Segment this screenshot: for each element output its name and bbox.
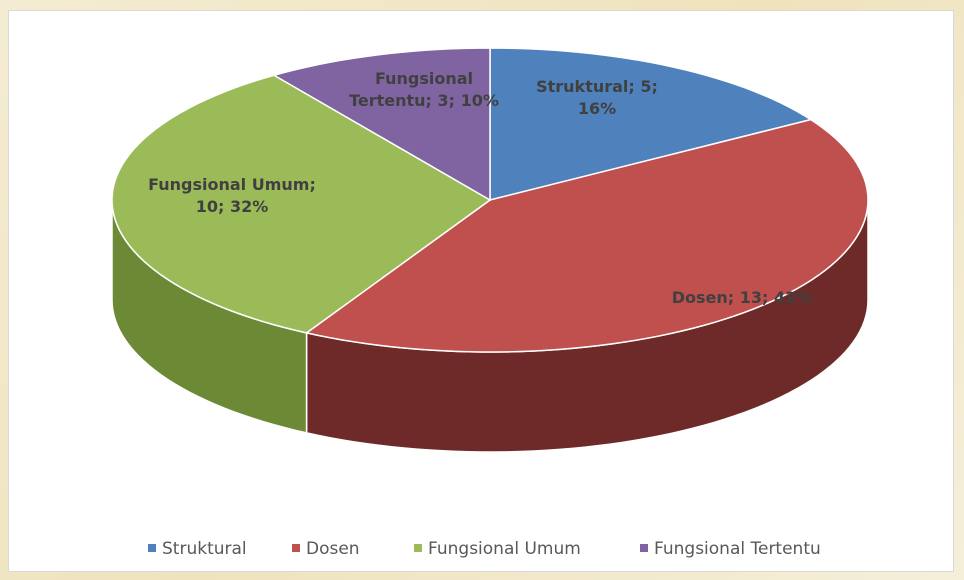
slice [272,47,491,202]
legend-swatch [414,544,422,552]
legend-swatch [640,544,648,552]
data-label: Fungsional Tertentu; 3; 10% [349,69,499,110]
slice [489,47,813,201]
slice [304,118,869,353]
data-label: Fungsional Umum; 10; 32% [148,175,316,216]
data-label: Struktural; 5; 16% [536,77,658,118]
legend-label: Fungsional Umum [428,539,581,559]
legend-label: Struktural [162,539,247,559]
data-label: Dosen; 13; 42% [671,288,813,307]
legend-swatch [148,544,156,552]
slice [111,74,492,334]
legend-swatch [292,544,300,552]
legend-label: Dosen [306,539,360,559]
legend-label: Fungsional Tertentu [654,539,821,559]
